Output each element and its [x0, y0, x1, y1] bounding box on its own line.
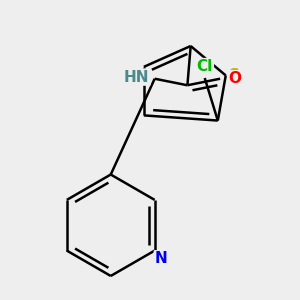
- Text: S: S: [228, 68, 239, 83]
- Text: HN: HN: [124, 70, 149, 85]
- Text: N: N: [155, 251, 168, 266]
- Text: O: O: [228, 71, 241, 86]
- Text: Cl: Cl: [196, 59, 213, 74]
